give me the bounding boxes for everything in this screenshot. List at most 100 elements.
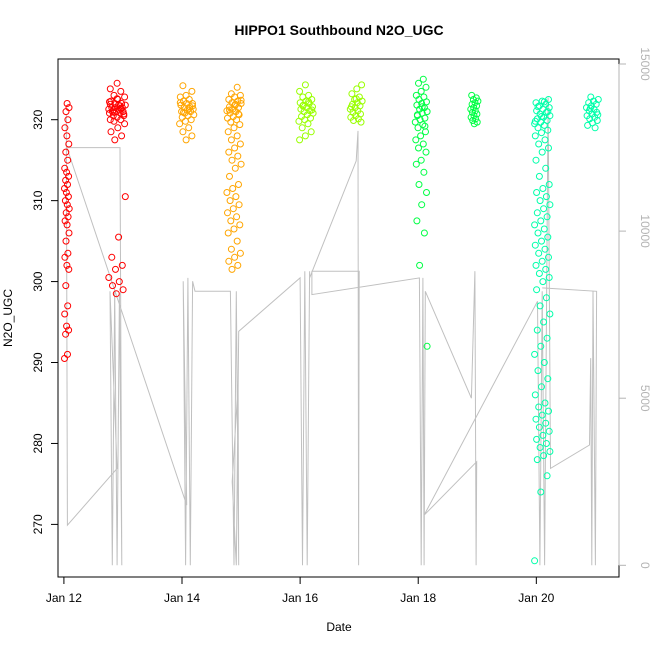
data-point xyxy=(540,225,548,233)
data-point xyxy=(542,164,550,172)
data-point xyxy=(545,181,553,188)
data-point xyxy=(531,221,539,229)
data-points xyxy=(61,75,602,565)
data-point xyxy=(61,310,69,318)
data-point xyxy=(544,108,552,116)
data-point xyxy=(115,233,123,241)
data-point xyxy=(298,124,306,132)
data-point xyxy=(224,128,232,136)
data-point xyxy=(228,156,236,164)
data-point xyxy=(535,140,543,148)
data-point xyxy=(105,105,113,113)
data-point xyxy=(65,104,73,112)
x-tick-label: Jan 18 xyxy=(400,591,436,605)
data-point xyxy=(118,132,126,140)
data-point xyxy=(468,100,476,108)
data-point xyxy=(417,87,425,95)
data-point xyxy=(235,181,242,188)
data-point xyxy=(109,282,116,290)
data-point xyxy=(112,290,120,298)
data-point xyxy=(534,367,542,375)
data-point xyxy=(237,160,245,168)
data-point xyxy=(230,225,238,233)
data-point xyxy=(543,213,551,221)
data-point xyxy=(533,456,541,464)
data-point xyxy=(543,334,551,342)
data-point xyxy=(534,229,542,237)
data-point xyxy=(546,448,554,455)
data-point xyxy=(531,350,539,358)
data-point xyxy=(228,265,236,273)
data-point xyxy=(544,233,552,241)
data-point xyxy=(65,326,73,334)
y-tick-label: 320 xyxy=(31,109,45,129)
data-point xyxy=(531,391,539,399)
data-point xyxy=(417,156,425,164)
data-point xyxy=(64,181,71,188)
data-point xyxy=(188,87,196,95)
data-point xyxy=(537,342,545,350)
data-point xyxy=(223,189,231,196)
data-point xyxy=(591,124,599,132)
data-point xyxy=(532,415,540,423)
data-point xyxy=(182,91,190,99)
data-point xyxy=(532,261,540,269)
data-point xyxy=(114,124,122,132)
data-point xyxy=(538,383,545,391)
y-tick-label: 300 xyxy=(31,271,45,291)
data-point xyxy=(108,253,116,261)
data-point xyxy=(357,118,365,126)
data-point xyxy=(417,132,425,140)
data-point xyxy=(301,132,309,140)
data-point xyxy=(413,217,421,225)
data-point xyxy=(61,124,69,132)
data-point xyxy=(115,278,123,286)
data-point xyxy=(411,118,419,126)
data-point xyxy=(113,95,121,103)
data-point xyxy=(65,140,73,148)
data-point xyxy=(421,122,429,130)
data-point xyxy=(117,116,125,124)
data-point xyxy=(545,407,552,415)
data-point xyxy=(65,265,73,273)
data-point xyxy=(594,111,602,119)
data-point xyxy=(233,237,241,245)
data-point xyxy=(62,282,70,290)
data-point xyxy=(546,310,554,318)
data-point xyxy=(106,85,114,93)
data-point xyxy=(539,431,547,439)
data-point xyxy=(106,100,114,108)
data-point xyxy=(584,121,592,129)
data-point xyxy=(227,245,235,253)
data-point xyxy=(301,81,309,89)
data-point xyxy=(63,168,71,176)
data-point xyxy=(233,83,241,91)
data-point xyxy=(414,124,422,132)
data-point xyxy=(531,557,539,565)
y-axis-label: N2O_UGC xyxy=(1,289,15,347)
data-point xyxy=(543,472,551,480)
data-point xyxy=(62,330,70,338)
data-point xyxy=(113,79,121,87)
data-point xyxy=(63,221,71,229)
data-point xyxy=(546,201,554,209)
data-point xyxy=(65,172,73,180)
data-point xyxy=(419,75,427,83)
y-axis-left: 270 280 290 300 310 320 xyxy=(31,109,59,534)
data-point xyxy=(296,136,304,144)
data-point xyxy=(176,93,184,101)
data-point xyxy=(531,241,539,249)
data-point xyxy=(532,156,540,164)
y-axis-right: 0 5000 10000 15000 xyxy=(618,47,650,569)
x-tick-label: Jan 14 xyxy=(164,591,200,605)
data-point xyxy=(236,140,244,148)
data-point xyxy=(544,126,552,134)
x-tick-label: Jan 20 xyxy=(518,591,554,605)
data-point xyxy=(64,213,72,221)
x-tick-label: Jan 12 xyxy=(46,591,82,605)
data-point xyxy=(421,114,429,122)
x-axis: Jan 12 Jan 14 Jan 16 Jan 18 Jan 20 xyxy=(46,576,555,605)
data-point xyxy=(542,294,550,302)
data-point xyxy=(62,148,70,156)
data-point xyxy=(420,168,428,176)
